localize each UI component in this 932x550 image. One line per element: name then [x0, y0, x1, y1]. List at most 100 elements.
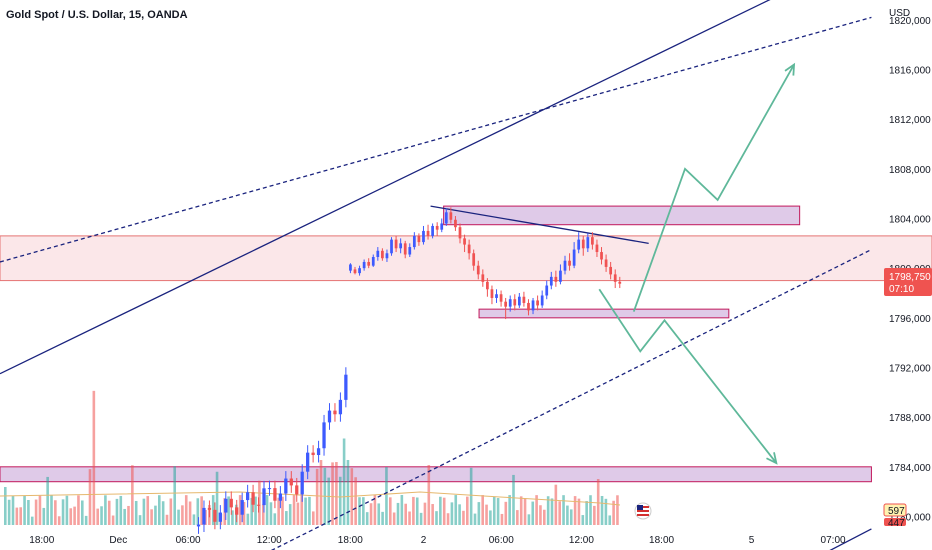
- candle-body-6: [376, 250, 380, 257]
- candle-body-48: [568, 260, 571, 266]
- projection-0: [598, 288, 778, 464]
- candle-body-21: [444, 212, 448, 224]
- candle-body-59: [618, 281, 622, 284]
- volume-bar-8: [34, 499, 38, 525]
- candle-body-55: [600, 252, 603, 260]
- volume-bar-54: [211, 495, 215, 525]
- trendline-3: [430, 205, 649, 244]
- volume-bar-128: [496, 498, 500, 525]
- candle-body-0: [349, 264, 352, 271]
- volume-bar-74: [288, 504, 292, 525]
- volume-bar-64: [250, 497, 253, 525]
- candle-body-pre-3: [213, 509, 217, 522]
- volume-bar-3: [15, 507, 19, 525]
- volume-bar-40: [158, 495, 161, 525]
- candle-body-26: [467, 244, 471, 254]
- projection-1: [632, 64, 795, 312]
- volume-bar-146: [566, 505, 569, 525]
- volume-bar-92: [358, 497, 361, 525]
- volume-bar-116: [450, 502, 454, 525]
- volume-bar-22: [88, 469, 92, 525]
- volume-bar-31: [123, 508, 126, 525]
- volume-bar-153: [593, 505, 596, 525]
- x-tick-label-5: 2: [421, 535, 427, 546]
- volume-bar-62: [242, 502, 246, 525]
- volume-bar-5: [23, 495, 26, 525]
- volume-bar-96: [373, 495, 377, 525]
- x-tick-label-10: 07:00: [821, 535, 846, 546]
- candle-body-pre-16: [284, 478, 288, 494]
- candle-body-8: [385, 253, 389, 259]
- volume-bar-63: [246, 513, 250, 525]
- trendline-0: [0, 0, 771, 375]
- volume-bar-82: [319, 460, 323, 525]
- candle-body-54: [595, 244, 599, 253]
- volume-bar-158: [612, 500, 615, 525]
- volume-bar-20: [81, 500, 84, 525]
- volume-bar-10: [42, 507, 46, 525]
- volume-bar-28: [111, 515, 115, 525]
- volume-bar-155: [600, 495, 604, 525]
- y-tick-label-2: 1788,000: [889, 413, 931, 424]
- candle-body-40: [531, 300, 535, 311]
- volume-bar-133: [516, 510, 519, 525]
- candle-body-10: [394, 239, 398, 249]
- volume-bar-137: [531, 501, 535, 525]
- volume-bar-9: [38, 495, 42, 525]
- candle-body-33: [499, 294, 503, 302]
- volume-bar-157: [608, 515, 612, 525]
- volume-bar-117: [454, 495, 458, 525]
- candle-body-pre-27: [344, 374, 348, 400]
- volume-bar-59: [231, 510, 234, 525]
- volume-bar-113: [439, 496, 442, 525]
- last-price-marker: 1798,750 07:10: [884, 268, 932, 296]
- y-tick-label-8: 1812,000: [889, 115, 931, 126]
- volume-bar-66: [258, 480, 261, 525]
- volume-bar-134: [519, 496, 523, 525]
- volume-bar-100: [389, 497, 392, 525]
- volume-bar-132: [512, 474, 515, 525]
- candle-body-1: [353, 269, 357, 274]
- volume-bar-44: [173, 466, 176, 525]
- volume-bar-25: [100, 506, 103, 525]
- last-price-box: [884, 268, 932, 296]
- x-axis: 18:00 Dec 06:00 12:00 18:00 2 06:00 12:00 18:00 5…: [29, 535, 846, 546]
- volume-bar-81: [315, 468, 319, 525]
- volume-bar-147: [569, 509, 573, 525]
- volume-bar-99: [385, 467, 388, 525]
- candle-body-17: [426, 230, 430, 236]
- x-tick-label-7: 12:00: [569, 535, 594, 546]
- candle-body-45: [554, 276, 558, 282]
- volume-bar-118: [458, 504, 461, 525]
- volume-bar-78: [304, 497, 307, 525]
- volume-bar-107: [415, 497, 419, 525]
- y-tick-label-3: 1792,000: [889, 363, 931, 374]
- volume-bar-97: [377, 503, 381, 525]
- candle-body-pre-18: [295, 485, 299, 495]
- x-tick-label-0: 18:00: [29, 535, 54, 546]
- candle-body-pre-14: [273, 488, 277, 501]
- volume-bar-141: [546, 496, 550, 525]
- volume-bar-152: [589, 495, 592, 525]
- candle-body-pre-12: [262, 488, 266, 506]
- volume-bar-46: [181, 505, 184, 525]
- volume-bar-138: [535, 495, 538, 525]
- volume-bar-2: [11, 495, 15, 525]
- candle-body-13: [408, 247, 412, 255]
- volume-bar-131: [508, 495, 511, 525]
- candle-body-24: [458, 227, 462, 239]
- candle-body-pre-10: [251, 492, 255, 505]
- volume-bar-110: [427, 465, 431, 525]
- volume-bar-148: [573, 496, 577, 525]
- candle-body-pre-2: [207, 507, 212, 510]
- last-price-label: 1798,750: [889, 272, 931, 283]
- volume-bar-45: [177, 509, 180, 525]
- volume-bar-67: [261, 504, 265, 525]
- volume-bar-36: [142, 498, 146, 525]
- y-tick-label-7: 1808,000: [889, 165, 931, 176]
- volume-bar-127: [492, 496, 496, 525]
- volume-bar-88: [342, 438, 346, 525]
- candle-body-pre-26: [338, 399, 343, 415]
- candle-body-38: [522, 296, 526, 303]
- candle-body-pre-17: [289, 478, 293, 486]
